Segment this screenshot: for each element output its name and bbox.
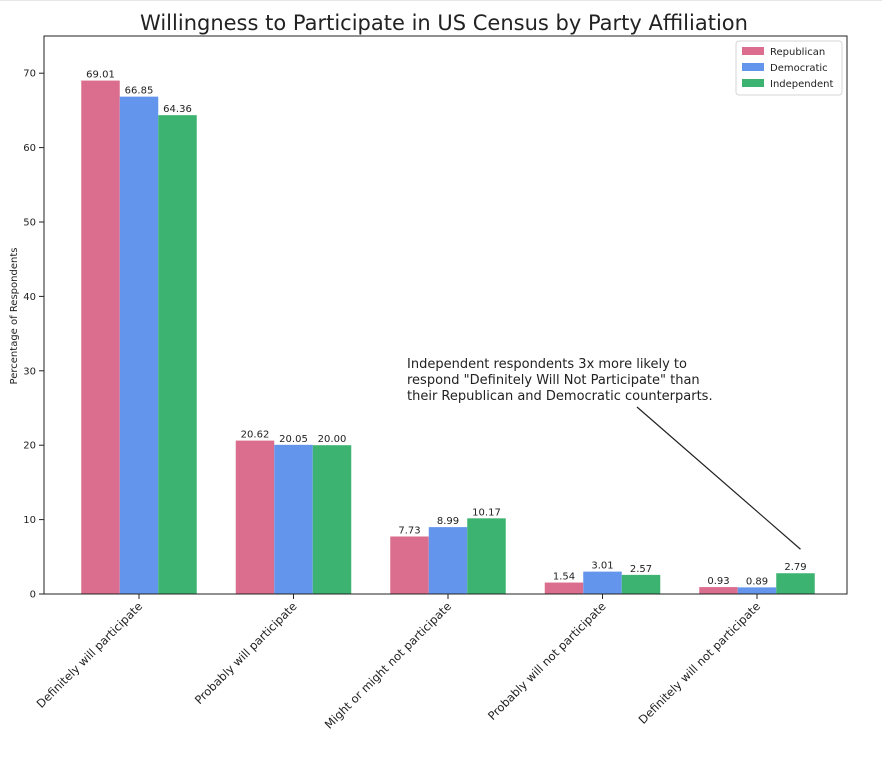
data-label: 20.00 bbox=[318, 434, 347, 445]
bar-republican bbox=[235, 440, 275, 594]
annotation-text: respond "Definitely Will Not Participate… bbox=[407, 373, 700, 388]
legend-swatch-republican bbox=[742, 47, 764, 55]
y-tick-label: 70 bbox=[23, 69, 36, 80]
x-tick-label: Probably will not participate bbox=[485, 599, 609, 723]
data-label: 64.36 bbox=[163, 104, 192, 115]
bar-independent bbox=[467, 518, 506, 594]
y-tick-label: 10 bbox=[23, 515, 36, 526]
annotation-text: Independent respondents 3x more likely t… bbox=[407, 357, 687, 372]
bar-independent bbox=[621, 574, 661, 594]
data-label: 20.05 bbox=[279, 434, 308, 445]
x-tick-label: Might or might not participate bbox=[322, 599, 454, 731]
bar-republican bbox=[81, 80, 120, 594]
x-tick-label: Definitely will participate bbox=[34, 599, 146, 711]
data-label: 0.93 bbox=[707, 576, 729, 587]
legend-label: Democratic bbox=[770, 63, 828, 74]
x-tick-label: Probably will participate bbox=[192, 599, 300, 707]
y-tick-label: 0 bbox=[30, 590, 36, 601]
bar-independent bbox=[312, 445, 352, 594]
bar-republican bbox=[544, 582, 584, 594]
plot-area: 0 10 20 30 40 50 60 70 69.01 66.85 64.36 Definitely… bbox=[23, 35, 848, 732]
y-tick-label: 50 bbox=[23, 218, 36, 229]
data-label: 3.01 bbox=[591, 561, 613, 572]
legend-label: Republican bbox=[770, 47, 825, 58]
bar-democratic bbox=[428, 527, 468, 594]
y-tick-label: 30 bbox=[23, 366, 36, 377]
y-tick-label: 40 bbox=[23, 292, 36, 303]
annotation-text: their Republican and Democratic counterp… bbox=[407, 389, 713, 404]
data-label: 8.99 bbox=[437, 516, 459, 527]
top-divider bbox=[0, 0, 882, 1]
data-label: 20.62 bbox=[241, 430, 270, 441]
bar-democratic bbox=[583, 571, 622, 594]
annotation-arrow bbox=[636, 406, 801, 550]
y-axis-label: Percentage of Respondents bbox=[9, 248, 20, 385]
x-tick-label: Definitely will not participate bbox=[636, 599, 763, 726]
data-label: 66.85 bbox=[125, 86, 154, 97]
legend-swatch-democratic bbox=[742, 63, 764, 71]
data-label: 2.57 bbox=[630, 564, 652, 575]
legend: Republican Democratic Independent bbox=[735, 40, 843, 96]
bar-democratic bbox=[274, 444, 313, 594]
y-tick-label: 60 bbox=[23, 143, 36, 154]
bar-independent bbox=[158, 115, 197, 595]
data-label: 1.54 bbox=[553, 572, 575, 583]
data-label: 69.01 bbox=[86, 70, 115, 81]
data-label: 7.73 bbox=[398, 525, 420, 536]
bar-independent bbox=[776, 573, 815, 594]
axes-frame bbox=[43, 35, 848, 595]
chart-title: Willingness to Participate in US Census … bbox=[140, 11, 748, 35]
data-label: 0.89 bbox=[746, 576, 768, 587]
bar-republican bbox=[390, 536, 429, 594]
data-label: 10.17 bbox=[472, 507, 501, 518]
y-tick-label: 20 bbox=[23, 441, 36, 452]
bar-democratic bbox=[737, 587, 777, 594]
legend-swatch-independent bbox=[742, 79, 764, 87]
bar-democratic bbox=[119, 96, 159, 595]
bar-republican bbox=[699, 587, 738, 594]
annotation: Independent respondents 3x more likely t… bbox=[407, 357, 801, 550]
legend-label: Independent bbox=[770, 79, 833, 90]
data-label: 2.79 bbox=[784, 562, 806, 573]
